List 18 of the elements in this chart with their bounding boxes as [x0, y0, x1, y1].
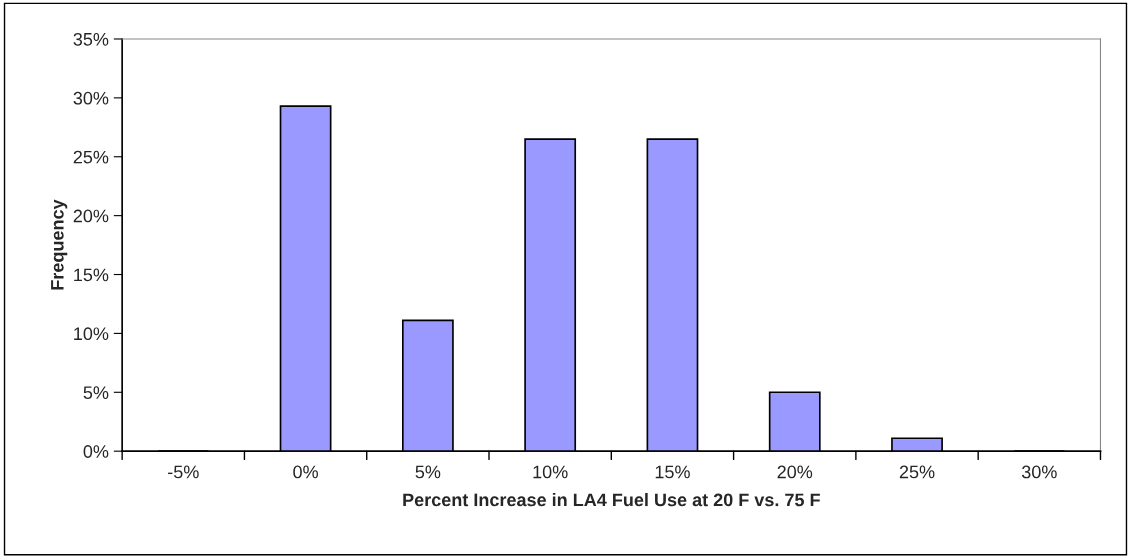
x-tick-label: 5%	[415, 465, 441, 479]
y-tick-label: 25%	[73, 150, 109, 164]
x-tick-label: 25%	[899, 465, 935, 479]
y-tick-label: 30%	[73, 91, 109, 105]
y-tick-label: 0%	[83, 445, 109, 458]
y-tick-label: 20%	[73, 209, 109, 223]
x-axis-title: Percent Increase in LA4 Fuel Use at 20 F vs. 75 F	[403, 493, 820, 507]
x-tick-label: 30%	[1021, 465, 1057, 479]
x-tick-label: 20%	[777, 465, 813, 479]
x-tick-label: 0%	[293, 465, 318, 479]
y-axis-title: Frequency	[51, 199, 68, 290]
y-tick-label: 5%	[83, 386, 109, 400]
x-tick-label: 10%	[533, 465, 568, 479]
x-tick-label: -5%	[168, 465, 199, 479]
y-tick-label: 10%	[74, 327, 109, 341]
y-tick-label: 15%	[74, 268, 109, 282]
y-tick-label: 35%	[73, 32, 109, 46]
x-tick-label: 15%	[655, 465, 690, 479]
